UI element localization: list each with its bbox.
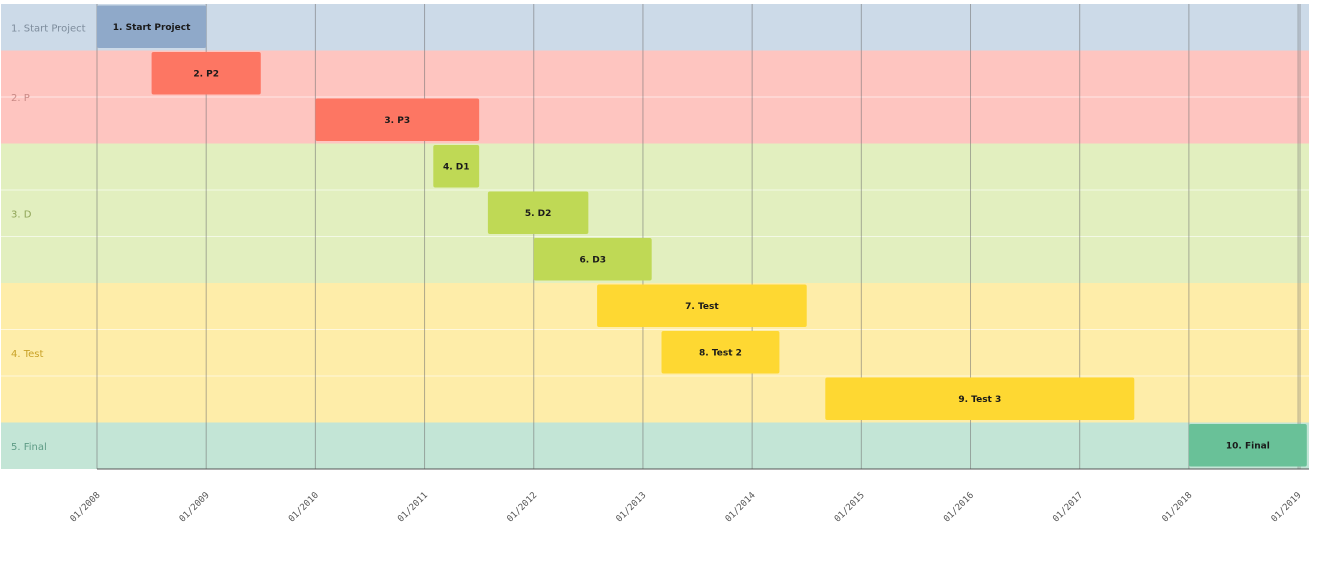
task-bar-label: 9. Test 3 <box>958 395 1001 405</box>
task-bar[interactable] <box>487 191 589 235</box>
task-bar-label: 2. P2 <box>193 69 219 79</box>
x-tick-label: 01/2017 <box>1051 491 1085 525</box>
x-axis: 01/2008 01/2009 01/2010 01/2011 01/2012 01/20… <box>69 468 1309 525</box>
x-tick-label: 01/2018 <box>1161 491 1195 525</box>
task-bar-label: 6. D3 <box>579 255 606 265</box>
task-bar-label: 10. Final <box>1226 441 1270 451</box>
x-tick-label: 01/2012 <box>505 491 539 525</box>
lane-label: 5. Final <box>11 442 47 453</box>
x-tick-label: 01/2009 <box>178 491 212 525</box>
x-tick-label: 01/2011 <box>396 491 430 525</box>
task-bar-label: 1. Start Project <box>113 23 191 33</box>
lane-label: 2. P <box>11 93 30 104</box>
lane-label: 4. Test <box>11 349 43 360</box>
task-bars: 1. Start Project 2. P2 3. P3 4. D1 5. D2 6. D… <box>97 5 1307 467</box>
lane-label: 1. Start Project <box>11 23 86 34</box>
lane-labels: 1. Start Project 2. P 3. D 4. Test 5. Final <box>11 23 86 453</box>
task-bar[interactable] <box>825 377 1135 421</box>
lane-band <box>1 4 1309 51</box>
task-bar[interactable] <box>661 331 780 374</box>
task-bar[interactable] <box>533 238 652 281</box>
task-bar[interactable] <box>97 5 207 49</box>
x-tick-label: 01/2019 <box>1270 491 1304 525</box>
task-bar-label: 4. D1 <box>443 162 470 172</box>
x-tick-label: 01/2013 <box>615 491 649 525</box>
lane-band <box>1 143 1309 283</box>
task-bar[interactable] <box>151 52 261 95</box>
task-bar-label: 7. Test <box>685 302 719 312</box>
lane-bands <box>1 4 1309 469</box>
task-bar[interactable] <box>1188 424 1307 467</box>
task-bar-label: 8. Test 2 <box>699 348 742 358</box>
x-tick-label: 01/2010 <box>287 491 321 525</box>
task-bar[interactable] <box>597 284 807 328</box>
task-bar[interactable] <box>315 98 480 142</box>
task-bar-label: 3. P3 <box>384 116 410 126</box>
lane-band <box>1 422 1309 469</box>
x-tick-label: 01/2016 <box>942 491 976 525</box>
x-tick-label: 01/2014 <box>724 491 758 525</box>
task-bar[interactable] <box>433 145 480 188</box>
x-tick-label: 01/2008 <box>69 491 103 525</box>
task-bar-label: 5. D2 <box>525 209 552 219</box>
x-tick-label: 01/2015 <box>833 491 867 525</box>
lane-label: 3. D <box>11 209 32 220</box>
